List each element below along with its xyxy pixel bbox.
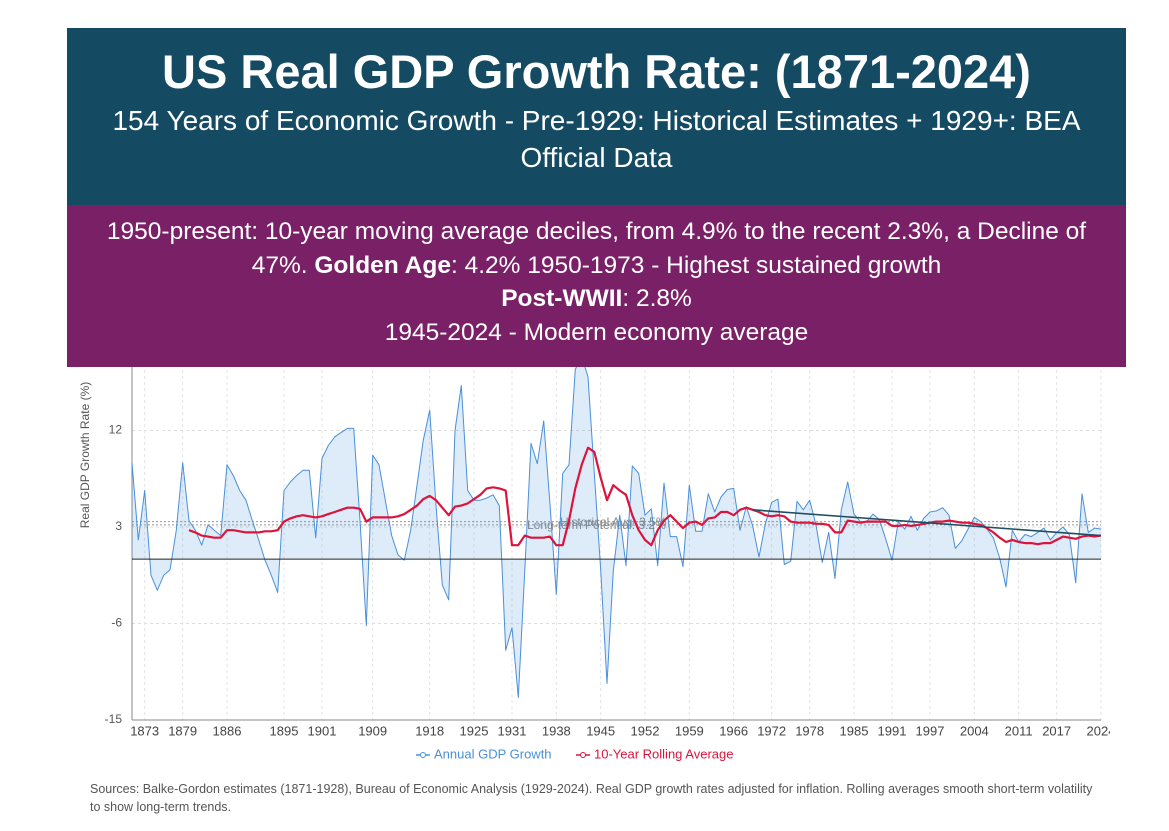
y-tick-label: -6 (111, 616, 122, 630)
golden-age-label: Golden Age (314, 251, 451, 279)
series-area (132, 356, 1101, 698)
modern-text: 1945-2024 - Modern economy average (384, 318, 809, 346)
y-tick-label: 12 (109, 423, 123, 437)
y-axis-label: Real GDP Growth Rate (%) (78, 382, 92, 529)
x-tick-label: 1931 (498, 723, 527, 738)
y-tick-label: -15 (105, 712, 123, 726)
y-tick-label: 3 (115, 519, 122, 533)
x-tick-label: 1997 (916, 723, 945, 738)
post-wwii-text: : 2.8% (622, 285, 692, 312)
x-tick-label: 1938 (542, 723, 571, 738)
trend-line (752, 509, 1102, 537)
x-tick-label: 1925 (460, 723, 489, 738)
x-tick-label: 2017 (1042, 723, 1071, 738)
golden-age-text: : 4.2% 1950-1973 - Highest sustained gro… (450, 251, 942, 279)
x-tick-label: 1909 (358, 723, 387, 738)
sources: Sources: Balke-Gordon estimates (1871-19… (90, 782, 1093, 814)
x-tick-label: 1991 (878, 723, 907, 738)
subtitle: 154 Years of Economic Growth - Pre-1929:… (112, 105, 1081, 173)
chart: Real GDP Growth Rate (%) -15-63122118731… (78, 326, 1110, 761)
x-tick-label: 1972 (757, 723, 786, 738)
x-tick-label: 1945 (586, 723, 615, 738)
x-tick-label: 1918 (415, 723, 444, 738)
x-tick-label: 1886 (213, 723, 242, 738)
x-tick-label: 2011 (1005, 723, 1033, 738)
x-tick-label: 1895 (270, 723, 299, 738)
title: US Real GDP Growth Rate: (1871-2024) (162, 45, 1031, 98)
x-tick-label: 1959 (675, 723, 704, 738)
header: US Real GDP Growth Rate: (1871-2024) 154… (67, 28, 1126, 205)
series-line (188, 446, 1102, 547)
x-tick-label: 1966 (719, 723, 748, 738)
reference-label: Long-term Potential: 3.2% (527, 518, 666, 532)
x-tick-label: 1901 (308, 723, 337, 738)
x-tick-label: 1985 (840, 723, 869, 738)
summary-intro: 1950-present: 10-year moving average dec… (106, 218, 1087, 279)
x-tick-label: 2024 (1087, 723, 1110, 738)
x-tick-label: 1952 (631, 723, 660, 738)
x-tick-label: 1873 (130, 723, 159, 738)
summary: 1950-present: 10-year moving average dec… (67, 205, 1126, 367)
series-line (131, 356, 1102, 698)
x-tick-label: 1879 (168, 723, 197, 738)
legend-label: 10-Year Rolling Average (594, 746, 734, 761)
post-wwii-label: Post-WWII (501, 285, 623, 312)
legend-marker (420, 752, 426, 758)
x-tick-label: 2004 (960, 723, 989, 738)
x-tick-label: 1978 (795, 723, 824, 738)
legend-label: Annual GDP Growth (434, 746, 552, 761)
legend-marker (580, 752, 586, 758)
